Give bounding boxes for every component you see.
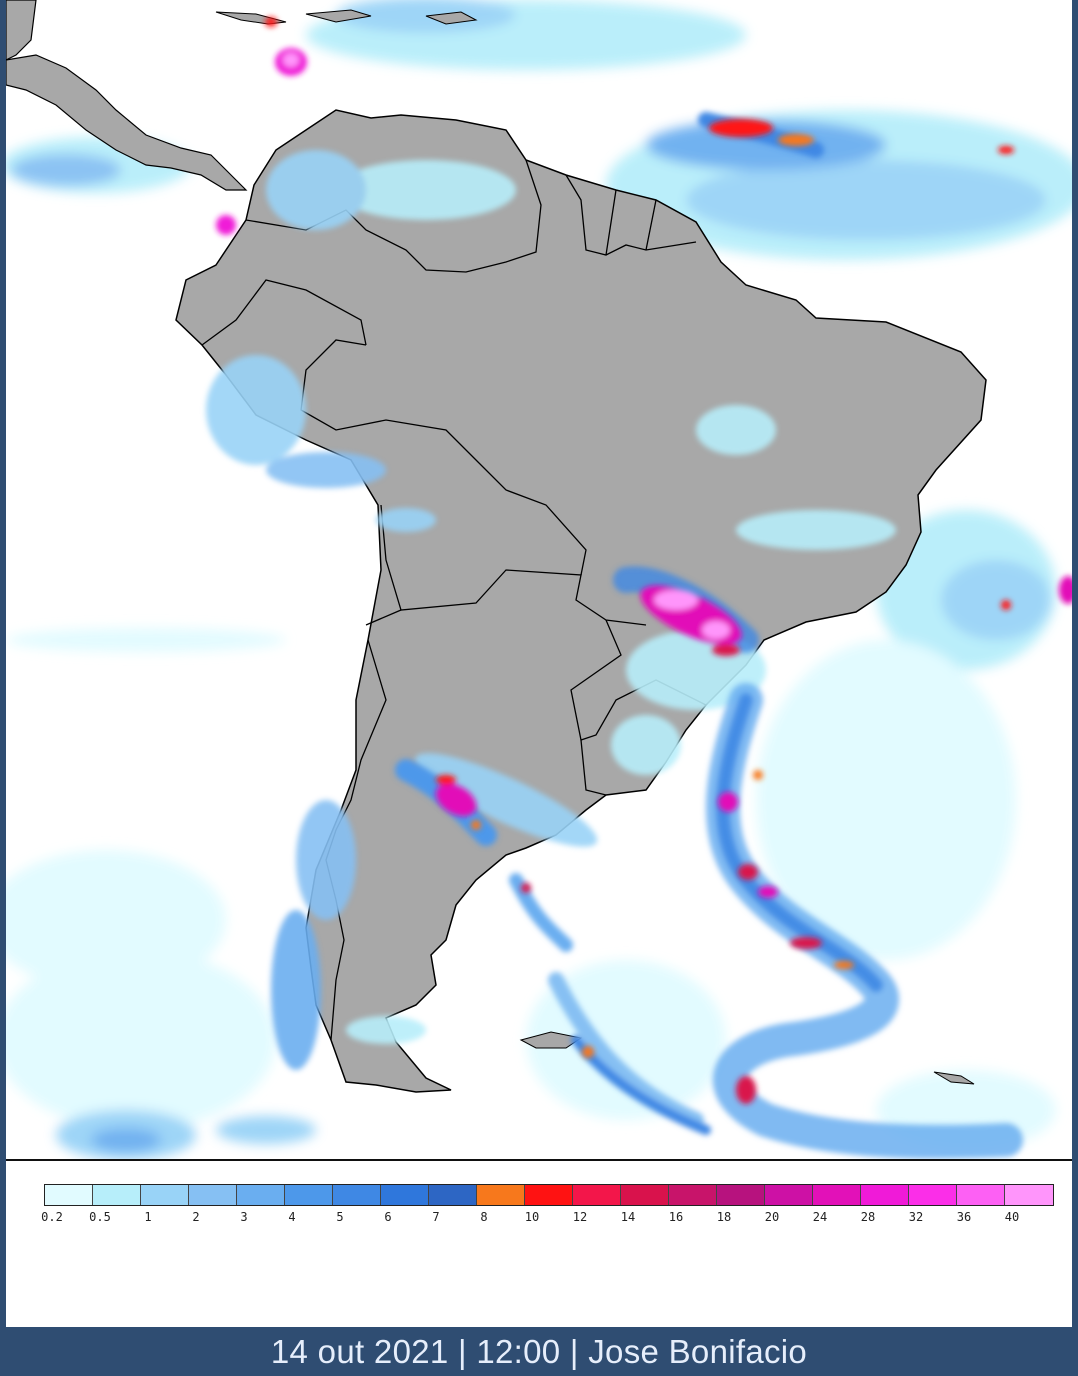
legend-swatch: [1005, 1185, 1053, 1205]
legend-tick-label: 24: [812, 1210, 828, 1224]
map-panel: 0.2 0.5 1 2 3 4 5 6 7 8 10 12 14 16 18 20 24 28 32 36 40: [6, 0, 1072, 1327]
land: [6, 0, 987, 1093]
legend-swatch: [381, 1185, 429, 1205]
legend-tick-label: 0.5: [89, 1210, 111, 1224]
legend-swatch: [861, 1185, 909, 1205]
legend-tick-label: 8: [480, 1210, 488, 1224]
legend-tick-label: 0.2: [41, 1210, 63, 1224]
legend-tick-label: 5: [336, 1210, 344, 1224]
precipitation-map: [6, 0, 1072, 1160]
legend-tick-label: 1: [144, 1210, 152, 1224]
map-divider: [6, 1159, 1072, 1161]
legend-swatch: [957, 1185, 1005, 1205]
legend-swatch: [93, 1185, 141, 1205]
legend-tick-label: 3: [240, 1210, 248, 1224]
legend-tick-label: 6: [384, 1210, 392, 1224]
legend-swatch: [813, 1185, 861, 1205]
legend-tick-label: 36: [956, 1210, 972, 1224]
legend-swatch: [429, 1185, 477, 1205]
legend-tick-label: 2: [192, 1210, 200, 1224]
land-rain: [206, 150, 896, 1070]
caption-bar: 14 out 2021 | 12:00 | Jose Bonifacio: [0, 1327, 1078, 1376]
caption-text: 14 out 2021 | 12:00 | Jose Bonifacio: [270, 1332, 808, 1370]
legend-swatch: [285, 1185, 333, 1205]
legend-swatch: [909, 1185, 957, 1205]
legend-swatch: [765, 1185, 813, 1205]
legend-swatch: [477, 1185, 525, 1205]
intense-cores: [216, 17, 1072, 1104]
legend-swatch: [573, 1185, 621, 1205]
legend-swatch: [189, 1185, 237, 1205]
legend-swatch: [141, 1185, 189, 1205]
legend-tick-label: 12: [572, 1210, 588, 1224]
legend-tick-label: 7: [432, 1210, 440, 1224]
legend-tick-label: 40: [1004, 1210, 1020, 1224]
legend-swatch: [621, 1185, 669, 1205]
legend-tick-label: 32: [908, 1210, 924, 1224]
legend-swatch: [333, 1185, 381, 1205]
legend-swatch: [237, 1185, 285, 1205]
legend-tick-label: 14: [620, 1210, 636, 1224]
legend-swatch: [669, 1185, 717, 1205]
legend-tick-label: 20: [764, 1210, 780, 1224]
legend-tick-label: 4: [288, 1210, 296, 1224]
legend-swatch: [717, 1185, 765, 1205]
legend-swatch: [525, 1185, 573, 1205]
legend-tick-label: 16: [668, 1210, 684, 1224]
legend-color-bar: [44, 1184, 1054, 1206]
color-scale-legend: 0.2 0.5 1 2 3 4 5 6 7 8 10 12 14 16 18 20 24 28 32 36 40: [41, 1182, 1070, 1242]
image-viewer: 0.2 0.5 1 2 3 4 5 6 7 8 10 12 14 16 18 20 24 28 32 36 40: [6, 0, 1072, 1327]
legend-tick-label: 10: [524, 1210, 540, 1224]
legend-swatch: [45, 1185, 93, 1205]
ocean-light-rain: [6, 0, 1072, 1160]
legend-tick-label: 18: [716, 1210, 732, 1224]
legend-tick-label: 28: [860, 1210, 876, 1224]
